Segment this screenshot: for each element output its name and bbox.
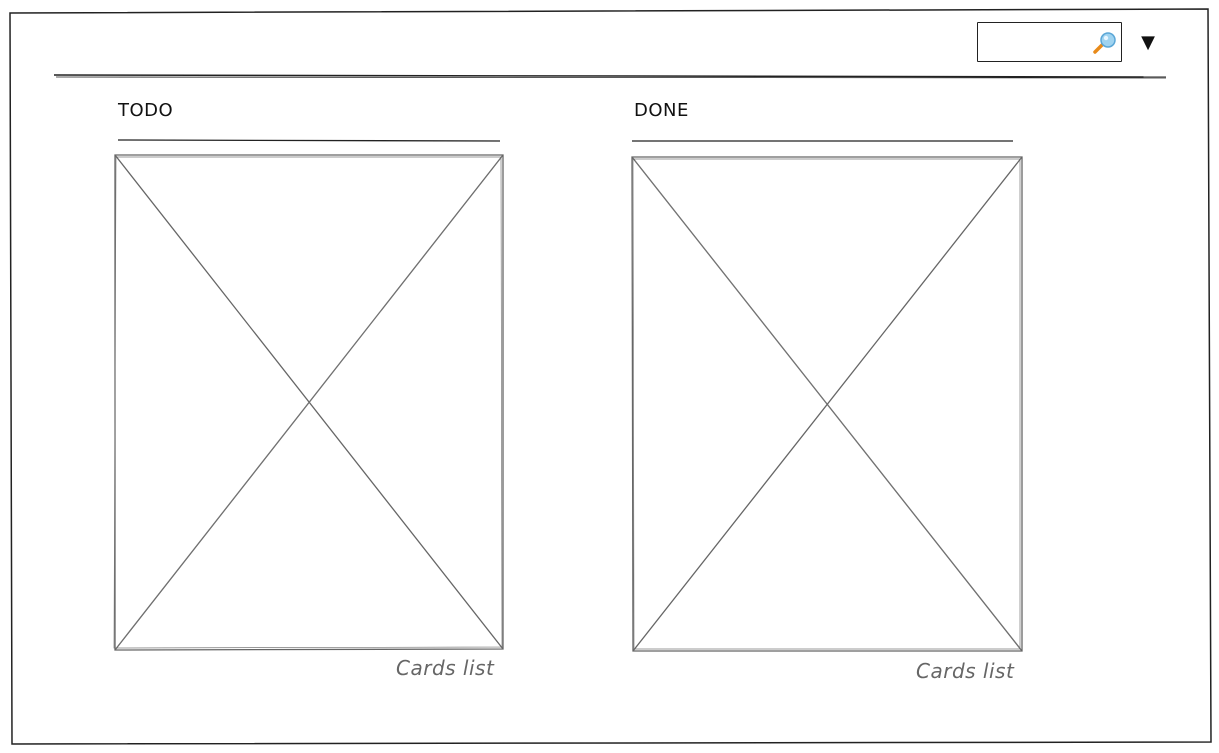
search-input[interactable] (982, 27, 1090, 57)
todo-title-underline (117, 139, 501, 142)
header-divider (53, 74, 1167, 78)
outer-border (9, 8, 1212, 745)
todo-cards-list-placeholder (113, 154, 504, 651)
done-column-title: DONE (634, 100, 689, 121)
done-cards-list-placeholder (631, 156, 1023, 652)
todo-column-title: TODO (118, 100, 174, 121)
search-icon[interactable] (1091, 30, 1119, 56)
header-divider-shadow (55, 76, 1167, 79)
search-box[interactable] (977, 22, 1122, 62)
triangle-down-icon[interactable]: ▼ (1141, 32, 1155, 53)
todo-cards-list-caption: Cards list (396, 656, 495, 680)
done-cards-list-caption: Cards list (916, 659, 1015, 683)
